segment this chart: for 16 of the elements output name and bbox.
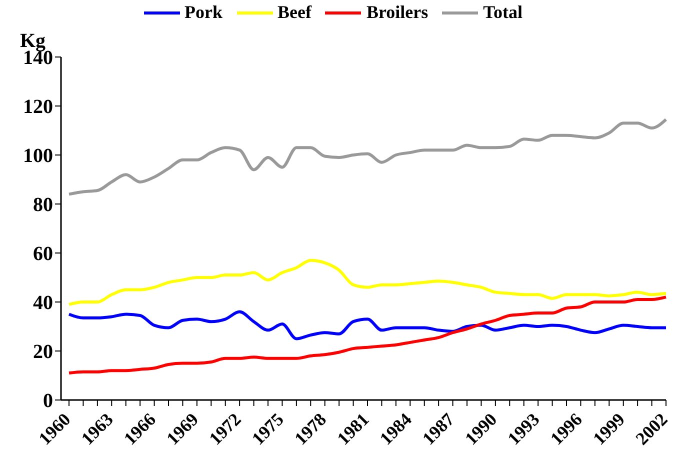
- line-series: [68, 296, 668, 375]
- y-tick-label: 120: [23, 96, 53, 118]
- y-tick-label: 0: [43, 390, 53, 412]
- line-series: [68, 118, 668, 196]
- line-series: [68, 258, 668, 306]
- legend-label: Broilers: [365, 2, 428, 23]
- y-tick-label: 100: [23, 145, 53, 168]
- y-tick-label: 40: [33, 292, 53, 314]
- legend-label: Pork: [184, 2, 222, 23]
- x-tick-label: 1981: [333, 409, 373, 449]
- y-tick-label: 80: [33, 194, 53, 216]
- line-series: [68, 310, 668, 340]
- y-tick-label: 20: [33, 341, 53, 364]
- y-tick-label: 60: [33, 243, 53, 266]
- legend-label: Total: [482, 2, 522, 23]
- legend-label: Beef: [276, 2, 312, 23]
